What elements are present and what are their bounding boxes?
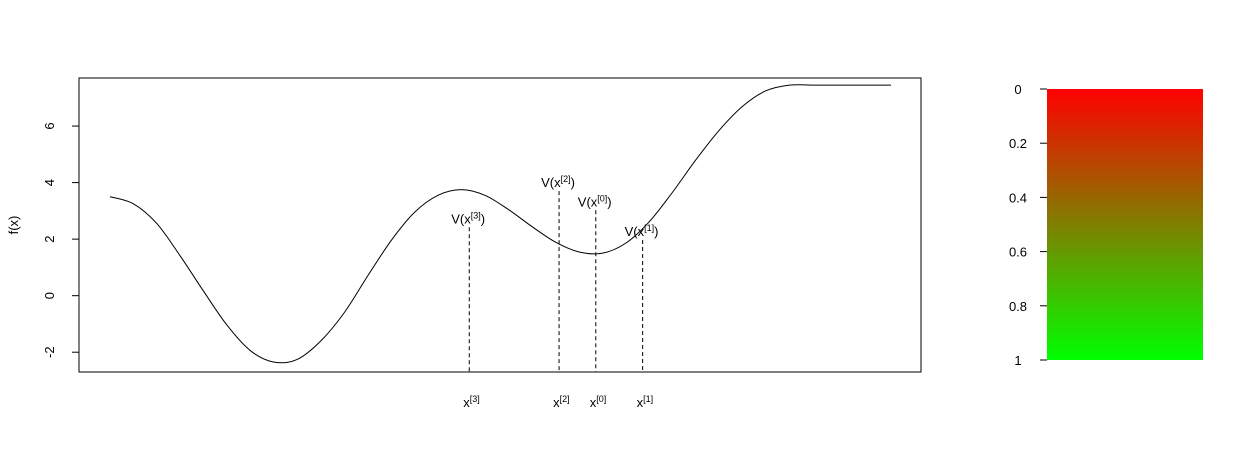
plot-frame — [78, 77, 922, 373]
value-segments — [377, 189, 733, 242]
legend-tick-label: 0.8 — [1009, 299, 1027, 314]
y-tick-label: 2 — [42, 236, 57, 243]
legend-tick-label: 0 — [1014, 82, 1021, 97]
color-bar — [1047, 89, 1203, 360]
y-tick-label: 6 — [42, 122, 57, 129]
x-point-label: x[3] — [463, 394, 480, 410]
segment-label: V(x[2]) — [541, 174, 575, 190]
y-axis: -2 0 2 4 6 — [42, 122, 79, 358]
legend-tick-label: 0.2 — [1009, 136, 1027, 151]
y-tick-label: 4 — [42, 179, 57, 186]
color-legend: 0 0.2 0.4 0.6 0.8 1 — [1009, 82, 1203, 368]
x-point-labels: x[3] x[2] x[0] x[1] — [463, 394, 653, 410]
legend-ticks: 0 0.2 0.4 0.6 0.8 1 — [1009, 82, 1047, 368]
x-point-label: x[2] — [553, 394, 570, 410]
x-point-label: x[1] — [637, 394, 654, 410]
y-axis-label: f(x) — [6, 216, 21, 235]
segment-label: V(x[0]) — [578, 193, 612, 209]
x-point-label: x[0] — [590, 394, 607, 410]
y-tick-label: 0 — [42, 292, 57, 299]
legend-tick-label: 0.4 — [1009, 190, 1027, 205]
legend-tick-label: 0.6 — [1009, 245, 1027, 260]
function-curve — [109, 84, 891, 364]
segment-label: V(x[1]) — [625, 223, 659, 239]
legend-tick-label: 1 — [1014, 353, 1021, 368]
segment-labels: V(x[2])V(x[0]) V(x[3]) V(x[1]) — [451, 174, 658, 239]
segment-label: V(x[3]) — [451, 210, 485, 226]
y-tick-label: -2 — [42, 346, 57, 358]
main-plot: -2 0 2 4 6 f(x) V(x[2])V(x[0]) V(x[3]) V(x[1])… — [6, 77, 922, 410]
drop-lines — [468, 191, 644, 372]
